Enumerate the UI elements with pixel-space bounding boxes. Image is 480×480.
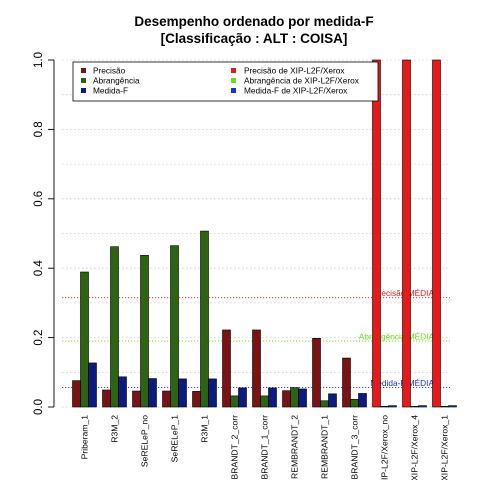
y-tick-label: 0.8 [33,121,45,137]
bar [178,378,187,408]
legend-label: Medida-F [93,86,128,96]
x-category-label: R3M_1 [200,415,210,443]
y-axis: 0.0 0.2 0.4 0.6 0.8 1.0 [33,52,55,415]
bar [402,59,411,408]
bar [342,357,351,408]
legend-label: Abrangência [93,76,140,86]
legend-swatch [81,78,86,83]
bar [200,230,209,408]
legend-swatch [81,68,86,73]
bar [72,380,81,408]
x-category-label: XIP-L2F/Xerox_no [380,415,390,480]
bar [372,59,381,408]
legend-swatch [231,78,236,83]
bar [230,395,239,408]
y-tick-label: 1.0 [33,52,45,68]
bars [72,59,457,408]
bar [140,255,149,408]
x-category-label: SeRELeP_no [140,415,150,467]
legend-box [72,61,379,102]
legend-swatch [81,88,86,93]
chart-title: Desempenho ordenado por medida-F [134,14,373,29]
y-tick-label: 0.2 [33,330,45,346]
x-category-label: REMBRANDT_1_corr [260,415,270,480]
bar [88,362,97,408]
bar [410,406,419,408]
legend-label: Medida-F de XIP-L2F/Xerox [244,86,348,96]
bar [260,395,269,408]
bar [162,390,171,408]
bar [312,337,321,408]
bar [222,329,231,408]
x-category-label: SeRELeP_1 [170,415,180,463]
bar [320,400,329,408]
x-category-label: REMBRANDT_2 [290,415,300,479]
y-tick-label: 0.6 [33,191,45,207]
reference-line-label: Abrangência MÉDIA [359,332,435,342]
bar [268,387,277,408]
y-tick-label: 0.0 [33,399,45,415]
x-category-label: REMBRANDT_1 [320,415,330,479]
bar [252,329,261,408]
bar [328,393,337,408]
chart-subtitle: [Classificação : ALT : COISA] [161,31,348,46]
bar [80,271,89,408]
bar [192,391,201,408]
bar [170,245,179,408]
x-category-label: REMBRANDT_2_corr [230,415,240,480]
bar [298,388,307,408]
x-category-label: REMBRANDT_3_corr [350,415,360,480]
bar [238,387,247,408]
bar [358,393,367,408]
bar [282,390,291,408]
bar [148,378,157,408]
legend-label: Abrangência de XIP-L2F/Xerox [244,76,360,86]
x-category-label: R3M_2 [110,415,120,443]
bar [418,405,427,408]
bar [350,399,359,408]
y-tick-label: 0.4 [33,260,45,277]
legend-label: Precisão de XIP-L2F/Xerox [244,66,345,76]
x-category-label: XIP-L2F/Xerox_4 [410,415,420,480]
bar [380,406,389,408]
legend-swatch [231,68,236,73]
bar [132,390,141,408]
x-axis-categories: Priberam_1 R3M_2 SeRELeP_no SeRELeP_1 R3M_1 R… [80,415,450,480]
bar [432,59,441,408]
bar [118,376,127,408]
bar [290,387,299,408]
legend-label: Precisão [93,66,126,76]
bar [448,405,457,408]
legend-swatch [231,88,236,93]
bar [388,405,397,408]
x-category-label: Priberam_1 [80,415,90,460]
x-category-label: XIP-L2F/Xerox_1 [440,415,450,480]
bar [110,246,119,408]
bar [102,389,111,408]
bar [208,378,217,408]
bar [440,406,449,408]
